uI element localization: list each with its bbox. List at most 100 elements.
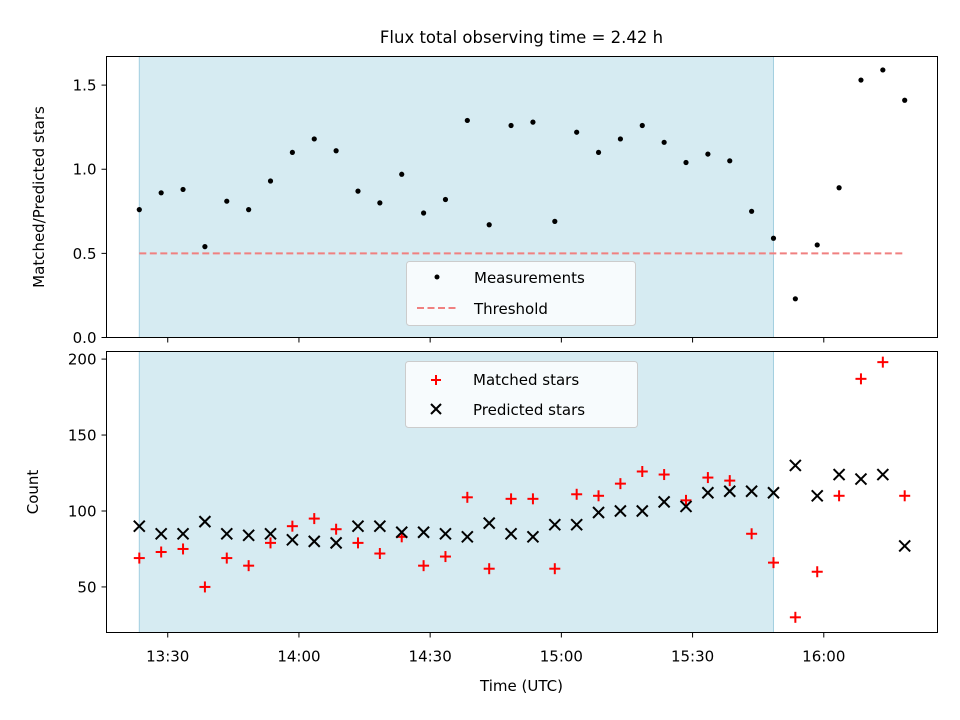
top-legend: Measurements Threshold [406,261,636,326]
predicted-star-point [417,526,430,539]
matched-star-point [374,548,386,560]
measurement-point [420,210,427,216]
measurement-point [617,136,624,142]
matched-star-point [527,493,539,505]
matched-star-point [221,552,233,564]
measurement-point [902,97,908,103]
bottom-y-ticks: 50 100 150 200 [68,351,107,596]
predicted-stars-points [133,459,911,553]
legend-matched-marker [431,375,441,385]
x-tick-label: 13:30 [146,648,189,666]
measurement-point [355,188,361,194]
measurement-point [530,119,536,125]
measurement-point [639,122,645,129]
measurement-point [552,218,558,224]
predicted-star-point [461,530,474,544]
top-y-tick-label: 0.0 [73,329,97,347]
matched-star-point [658,469,670,481]
measurement-points [136,67,908,302]
predicted-star-point [176,527,190,540]
matched-star-point [702,472,714,484]
matched-star-point [877,356,889,368]
matched-star-point [593,490,605,502]
matched-star-point [811,566,823,578]
measurement-point [202,244,208,250]
measurement-point [661,139,667,145]
predicted-star-point [395,526,408,539]
top-y-tick-label: 0.5 [73,245,97,263]
bottom-y-axis-label: Count [24,470,42,515]
legend-threshold-label: Threshold [473,300,548,318]
predicted-star-point [286,533,299,547]
measurement-point [311,136,317,142]
predicted-star-point [657,495,671,509]
bottom-legend: Matched stars Predicted stars [405,361,638,428]
measurement-point [464,117,470,124]
matched-star-point [855,373,867,385]
measurement-point [836,185,842,191]
predicted-star-point [351,519,365,533]
bottom-legend-box [405,361,638,428]
matched-star-point [243,560,255,572]
matched-star-point [155,546,167,558]
measurement-point [749,208,755,214]
measurement-point [770,235,777,241]
measurement-point [224,198,230,204]
matched-star-point [505,493,517,505]
measurement-point [399,171,405,177]
legend-measurements-label: Measurements [474,269,585,287]
measurement-point [792,296,798,302]
top-x-ticks [167,337,825,343]
legend-predicted-marker [430,403,442,415]
x-tick-label: 15:00 [540,648,583,666]
measurement-point [267,178,274,184]
measurement-point [727,158,733,164]
predicted-star-point [439,527,452,540]
predicted-star-point [220,527,233,540]
predicted-star-point [789,459,802,472]
matched-star-point [418,560,430,572]
measurement-point [705,151,711,157]
matched-star-point [746,528,758,540]
top-y-tick-label: 1.5 [73,77,97,95]
bottom-y-tick-label: 200 [68,351,97,369]
legend-measurements-marker [434,274,440,280]
matched-star-point [636,465,648,477]
top-y-tick-label: 1.0 [73,161,97,179]
predicted-star-point [898,539,911,553]
top-y-axis-label: Matched/Predicted stars [30,106,48,288]
predicted-star-point [832,468,846,481]
bottom-y-tick-label: 100 [68,502,97,520]
matched-star-point [483,563,495,575]
top-panel: 0.0 0.5 1.0 1.5 Matched/Predicted stars Mea… [30,56,938,347]
x-tick-label: 14:30 [409,648,452,666]
matched-star-point [571,488,583,500]
predicted-star-point [504,527,518,540]
matched-star-point [133,552,145,564]
predicted-star-point [133,519,146,533]
bottom-panel: 50 100 150 200 13:30 14:00 14:30 15:00 15:30 16:… [24,351,938,695]
matched-star-point [549,563,561,575]
matched-star-point [330,523,342,535]
measurement-point [333,148,339,154]
measurement-point [574,129,580,135]
predicted-star-point [482,516,496,530]
predicted-star-point [745,485,758,498]
measurement-point [814,242,820,248]
predicted-star-point [723,485,736,498]
measurement-point [508,122,514,129]
predicted-star-point [614,504,627,518]
predicted-star-point [767,486,780,499]
matched-star-point [680,494,692,506]
predicted-star-point [854,472,868,486]
chart-title: Flux total observing time = 2.42 h [380,28,663,47]
measurement-point [442,196,449,203]
matched-star-point [199,581,211,593]
top-y-ticks: 0.0 0.5 1.0 1.5 [73,77,107,347]
measurement-point [289,149,295,156]
predicted-star-point [701,486,715,499]
predicted-star-point [679,500,693,513]
predicted-star-point [154,527,168,540]
predicted-star-point [264,527,277,540]
bottom-y-tick-label: 50 [77,578,96,596]
